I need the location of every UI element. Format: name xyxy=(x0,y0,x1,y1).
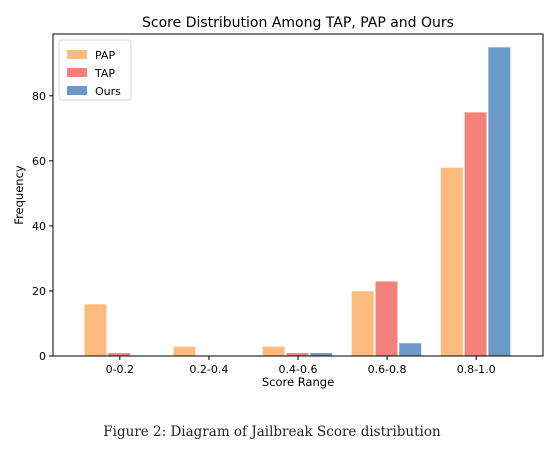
bar-pap-0.4-0.6 xyxy=(262,345,286,357)
y-tick-label: 0 xyxy=(39,350,46,363)
bars-layer xyxy=(83,46,511,357)
bar-ours-0.8-1.0 xyxy=(487,46,511,357)
legend-label-tap: TAP xyxy=(94,67,115,80)
bar-pap-0.8-1.0 xyxy=(440,167,464,357)
x-tick-label-0.4-0.6: 0.4-0.6 xyxy=(279,363,318,376)
legend-label-pap: PAP xyxy=(95,49,115,62)
x-tick-label-0.8-1.0: 0.8-1.0 xyxy=(457,363,496,376)
bar-pap-0.6-0.8 xyxy=(351,290,375,357)
y-tick-label: 60 xyxy=(32,155,46,168)
legend-swatch-pap xyxy=(67,50,87,59)
x-axis-label: Score Range xyxy=(262,375,334,389)
x-tick-label-0.2-0.4: 0.2-0.4 xyxy=(189,363,228,376)
bar-tap-0.6-0.8 xyxy=(374,280,399,357)
legend: PAP TAP Ours xyxy=(58,39,132,101)
y-tick-label: 40 xyxy=(32,220,46,233)
y-tick-label: 20 xyxy=(32,285,46,298)
bar-pap-0.2-0.4 xyxy=(172,345,197,357)
legend-swatch-tap xyxy=(67,68,87,77)
x-tick-label-0.6-0.8: 0.6-0.8 xyxy=(368,363,407,376)
figure-caption: Figure 2: Diagram of Jailbreak Score dis… xyxy=(103,424,441,440)
x-axis: 0-0.2 0.2-0.4 0.4-0.6 0.6-0.8 0.8-1.0 xyxy=(106,356,496,376)
legend-swatch-ours xyxy=(67,86,87,95)
chart-title: Score Distribution Among TAP, PAP and Ou… xyxy=(142,15,454,31)
bar-ours-0.6-0.8 xyxy=(398,342,422,357)
y-tick-label: 80 xyxy=(32,90,46,103)
legend-label-ours: Ours xyxy=(95,85,121,98)
x-tick-label-0-0.2: 0-0.2 xyxy=(106,363,134,376)
y-axis: 0 20 40 60 80 xyxy=(32,90,53,363)
bar-chart: Score Distribution Among TAP, PAP and Ou… xyxy=(12,15,544,389)
bar-pap-0-0.2 xyxy=(83,303,108,357)
y-axis-label: Frequency xyxy=(12,165,26,225)
bar-tap-0.8-1.0 xyxy=(463,111,488,357)
